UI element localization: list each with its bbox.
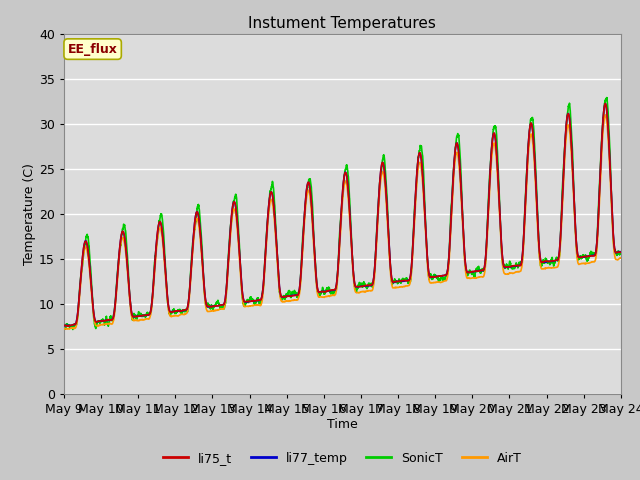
li75_t: [518, 257, 525, 263]
AirT: [476, 274, 483, 280]
li77_temp: [61, 323, 68, 329]
SonicT: [60, 324, 68, 330]
SonicT: [603, 95, 611, 100]
Title: Instument Temperatures: Instument Temperatures: [248, 16, 436, 31]
X-axis label: Time: Time: [327, 419, 358, 432]
AirT: [602, 112, 609, 118]
li75_t: [273, 247, 281, 253]
SonicT: [394, 279, 402, 285]
li77_temp: [161, 265, 169, 271]
li77_temp: [518, 257, 525, 263]
Line: li77_temp: li77_temp: [64, 104, 621, 326]
li77_temp: [60, 323, 68, 328]
SonicT: [69, 326, 77, 332]
SonicT: [518, 258, 525, 264]
AirT: [617, 255, 625, 261]
li75_t: [161, 265, 169, 271]
li75_t: [60, 323, 68, 328]
li77_temp: [273, 247, 281, 253]
li77_temp: [617, 249, 625, 254]
Y-axis label: Temperature (C): Temperature (C): [23, 163, 36, 264]
Text: EE_flux: EE_flux: [68, 43, 118, 56]
AirT: [61, 326, 69, 332]
li77_temp: [394, 278, 402, 284]
li77_temp: [422, 236, 430, 241]
Line: AirT: AirT: [64, 115, 621, 329]
SonicT: [161, 261, 169, 267]
li75_t: [617, 250, 625, 255]
li77_temp: [602, 101, 609, 107]
AirT: [273, 253, 281, 259]
SonicT: [273, 245, 281, 251]
Line: li75_t: li75_t: [64, 104, 621, 326]
AirT: [518, 264, 525, 269]
AirT: [394, 285, 402, 290]
Line: SonicT: SonicT: [64, 97, 621, 329]
SonicT: [476, 267, 483, 273]
li75_t: [476, 268, 483, 274]
li75_t: [602, 101, 609, 107]
li75_t: [422, 236, 430, 241]
li75_t: [394, 279, 402, 285]
AirT: [422, 242, 430, 248]
li75_t: [63, 323, 71, 329]
SonicT: [422, 234, 430, 240]
li77_temp: [476, 268, 483, 274]
AirT: [60, 326, 68, 332]
Legend: li75_t, li77_temp, SonicT, AirT: li75_t, li77_temp, SonicT, AirT: [158, 447, 527, 469]
AirT: [161, 271, 169, 276]
SonicT: [617, 250, 625, 256]
